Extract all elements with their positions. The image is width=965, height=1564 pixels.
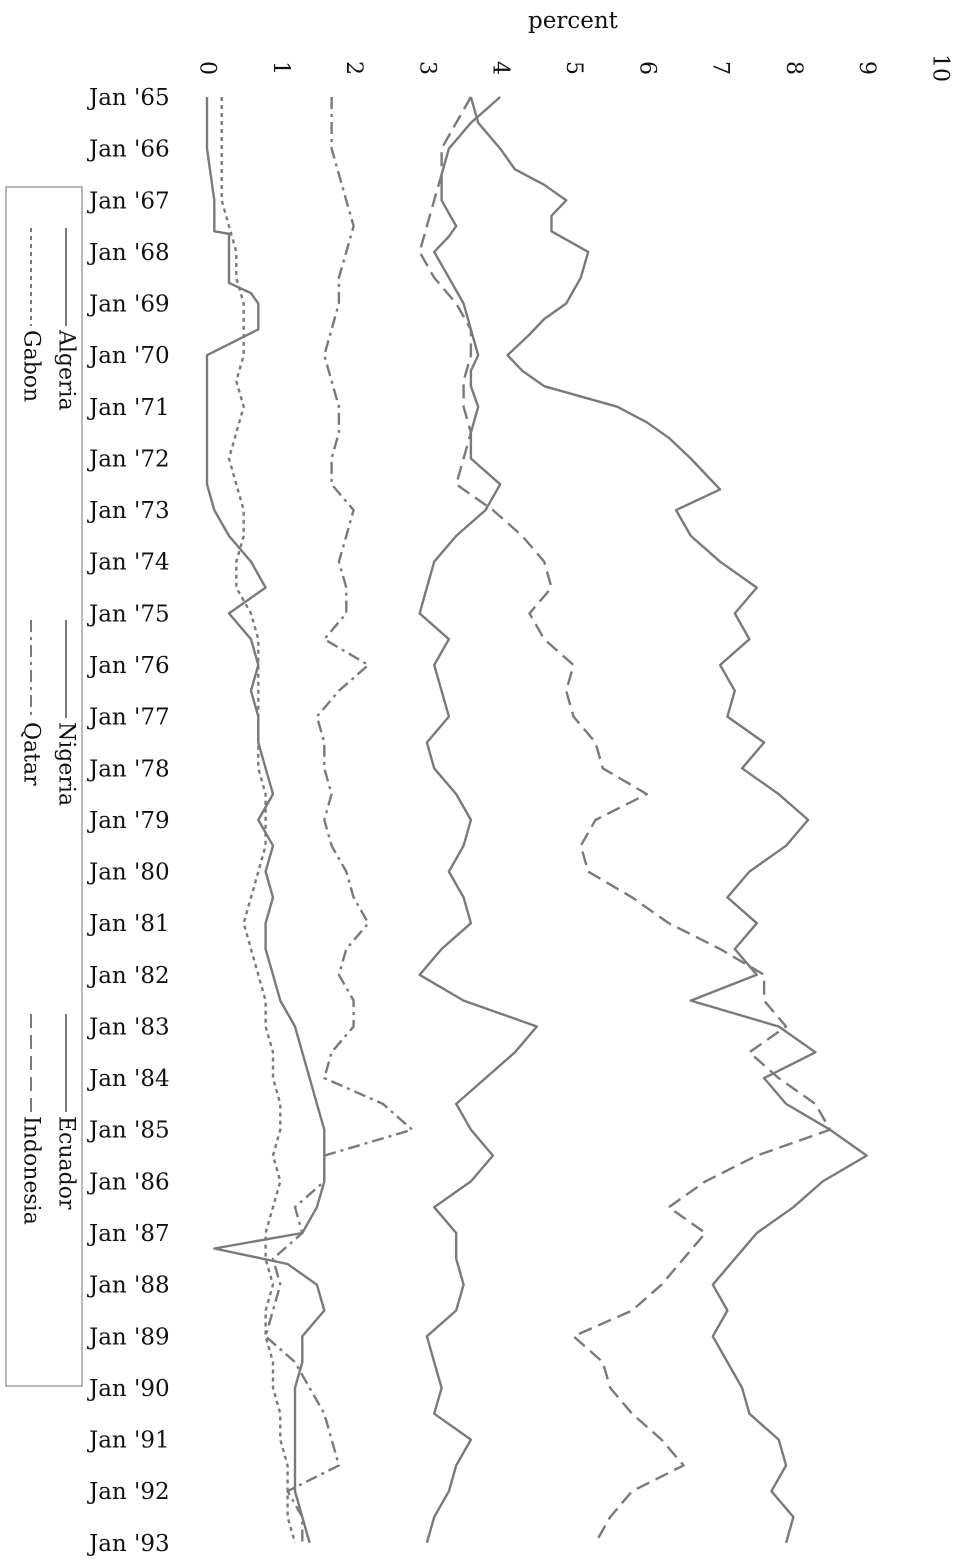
date-tick-label: Jan '66: [87, 137, 170, 163]
date-tick-label: Jan '71: [87, 395, 170, 421]
date-tick-label: Jan '85: [87, 1118, 170, 1144]
percent-tick-label: 4: [488, 61, 513, 75]
date-tick-label: Jan '87: [87, 1221, 170, 1247]
series-line-algeria: [418, 96, 539, 1544]
date-tick-label: Jan '89: [87, 1324, 170, 1350]
date-tick-label: Jan '90: [87, 1376, 170, 1402]
date-tick-label: Jan '77: [87, 705, 170, 731]
date-tick-label: Jan '84: [87, 1066, 170, 1092]
date-tick-label: Jan '78: [87, 756, 170, 782]
date-tick-label: Jan '72: [87, 446, 170, 472]
legend: Algeria Nigeria Ecuador Gabon Qatar Indonesia: [5, 186, 83, 1387]
date-tick-label: Jan '81: [87, 911, 170, 937]
date-tick-label: Jan '79: [87, 808, 170, 834]
date-tick-label: Jan '74: [87, 550, 170, 576]
percent-tick-label: 3: [414, 61, 439, 75]
date-tick-label: Jan '83: [87, 1014, 170, 1040]
legend-label-gabon: Gabon: [19, 330, 44, 402]
legend-label-qatar: Qatar: [19, 722, 44, 786]
legend-label-ecuador: Ecuador: [54, 1116, 79, 1210]
series-line-indonesia: [418, 96, 832, 1544]
date-tick-label: Jan '93: [87, 1531, 170, 1557]
date-tick-label: Jan '65: [87, 85, 170, 111]
percent-tick-label: 8: [781, 61, 806, 75]
y-axis-label: percent: [528, 8, 619, 34]
date-tick-label: Jan '91: [87, 1428, 170, 1454]
legend-label-indonesia: Indonesia: [19, 1116, 44, 1225]
date-tick-label: Jan '92: [87, 1479, 170, 1505]
legend-label-nigeria: Nigeria: [54, 722, 79, 806]
date-tick-label: Jan '82: [87, 963, 170, 989]
series-line-ecuador: [469, 96, 868, 1544]
y-axis-title: percent: [528, 8, 619, 34]
legend-label-algeria: Algeria: [54, 329, 79, 411]
percent-tick-label: 9: [854, 61, 879, 75]
date-tick-label: Jan '86: [87, 1169, 170, 1195]
date-tick-label: Jan '70: [87, 343, 170, 369]
percent-tick-label: 1: [268, 61, 293, 75]
date-tick-label: Jan '76: [87, 653, 170, 679]
date-tick-label: Jan '88: [87, 1273, 170, 1299]
percent-tick-labels: 0 1 2 3 4 5 6 7 8 9 10: [195, 54, 953, 82]
percent-tick-label: 7: [708, 61, 733, 75]
series-line-gabon: [220, 97, 297, 1544]
series-lines: [205, 96, 868, 1544]
series-line-nigeria: [205, 97, 326, 1544]
legend-box: [5, 186, 83, 1387]
percent-tick-label: 2: [341, 61, 366, 75]
date-tick-label: Jan '69: [87, 292, 170, 318]
percent-tick-label: 0: [195, 61, 220, 75]
series-line-qatar: [264, 97, 414, 1543]
percent-tick-label: 10: [928, 54, 953, 82]
date-tick-labels: Jan '65 Jan '66 Jan '67 Jan '68 Jan '69 Jan '…: [87, 85, 170, 1557]
date-tick-label: Jan '67: [87, 188, 170, 214]
date-tick-label: Jan '73: [87, 498, 170, 524]
percent-tick-label: 5: [561, 61, 586, 75]
date-tick-label: Jan '80: [87, 860, 170, 886]
percent-tick-label: 6: [634, 61, 659, 75]
date-tick-label: Jan '68: [87, 240, 170, 266]
date-tick-label: Jan '75: [87, 601, 170, 627]
